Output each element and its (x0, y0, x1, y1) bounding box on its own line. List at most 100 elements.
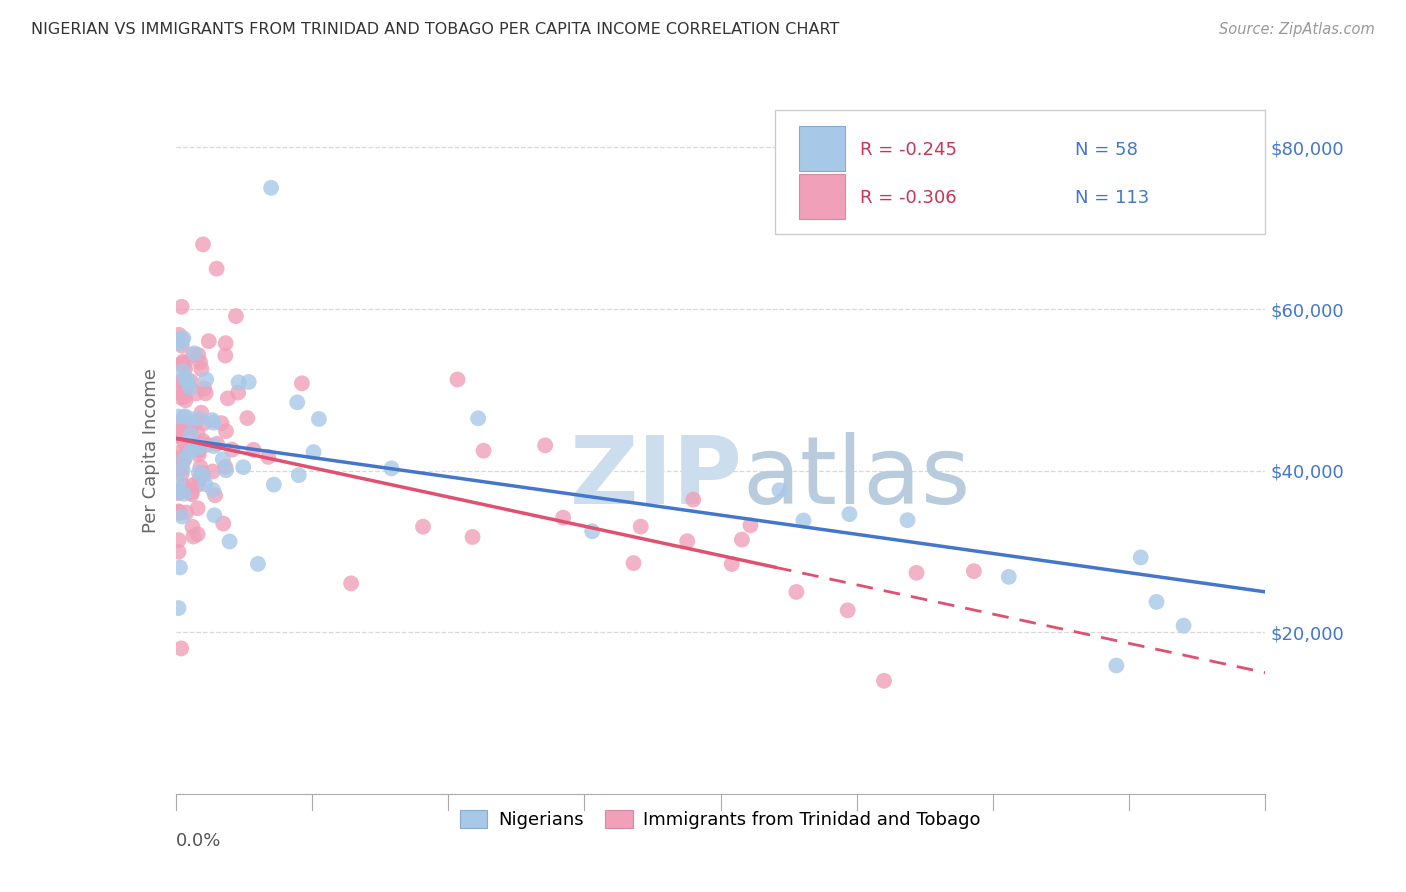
Point (179, 420, 201, 434)
Point (190, 460, 212, 475)
Point (172, 462, 194, 476)
Point (467, 411, 489, 425)
Text: ZIP: ZIP (569, 432, 742, 524)
Point (340, 576, 363, 591)
Point (181, 348, 204, 362)
Point (204, 508, 226, 523)
Text: atlas: atlas (742, 432, 970, 524)
Point (212, 516, 235, 531)
Point (412, 519, 434, 533)
Point (472, 443, 495, 458)
Point (302, 445, 325, 459)
Point (214, 336, 236, 351)
Point (226, 385, 249, 400)
Point (167, 415, 190, 429)
Point (896, 513, 918, 527)
Point (187, 501, 209, 516)
Point (205, 261, 228, 276)
Point (177, 374, 200, 388)
Point (179, 381, 201, 395)
Point (193, 468, 215, 483)
Point (180, 485, 202, 500)
Point (184, 437, 207, 451)
Point (1129, 550, 1152, 565)
Text: R = -0.245: R = -0.245 (860, 141, 957, 160)
Point (215, 463, 238, 477)
Point (204, 488, 226, 502)
Point (167, 429, 190, 443)
Point (260, 181, 283, 195)
Point (197, 334, 219, 348)
Point (174, 420, 197, 434)
Point (172, 331, 194, 345)
Point (838, 507, 860, 521)
Point (193, 416, 215, 430)
Point (173, 452, 195, 467)
Point (202, 439, 225, 453)
Point (172, 354, 194, 368)
Point (172, 374, 194, 388)
Point (188, 472, 211, 486)
Point (170, 339, 193, 353)
Point (553, 510, 575, 524)
Text: N = 113: N = 113 (1074, 189, 1149, 207)
Point (167, 450, 190, 465)
Point (167, 427, 190, 442)
Point (187, 477, 209, 491)
Point (257, 450, 280, 464)
Point (173, 452, 195, 467)
Point (221, 442, 243, 457)
Point (167, 505, 190, 519)
Point (172, 364, 194, 378)
Point (236, 411, 259, 425)
Point (287, 468, 309, 483)
Point (205, 436, 228, 450)
Point (174, 372, 197, 386)
Point (173, 479, 195, 493)
Point (181, 478, 204, 492)
Point (180, 412, 202, 426)
Point (837, 603, 859, 617)
Point (187, 425, 209, 440)
Point (170, 391, 193, 405)
Point (214, 460, 236, 475)
Point (167, 483, 190, 498)
Point (173, 389, 195, 403)
Point (785, 585, 807, 599)
Point (263, 477, 285, 491)
Point (225, 309, 247, 323)
Point (1146, 595, 1168, 609)
Point (211, 416, 233, 430)
Point (169, 462, 191, 476)
Point (187, 448, 209, 462)
Point (188, 442, 211, 457)
Point (170, 336, 193, 351)
Point (167, 475, 190, 490)
Point (167, 409, 190, 424)
Point (179, 445, 201, 459)
Point (963, 564, 986, 578)
Text: R = -0.306: R = -0.306 (860, 189, 956, 207)
Point (181, 520, 204, 534)
Point (202, 416, 225, 430)
Point (380, 461, 402, 475)
Point (186, 386, 208, 401)
Point (193, 382, 215, 396)
Point (238, 375, 260, 389)
Point (792, 514, 814, 528)
Point (194, 386, 217, 401)
Text: 0.0%: 0.0% (176, 831, 221, 850)
Legend: Nigerians, Immigrants from Trinidad and Tobago: Nigerians, Immigrants from Trinidad and … (453, 803, 988, 837)
Point (187, 443, 209, 458)
Point (190, 362, 212, 376)
Point (446, 372, 468, 386)
Point (170, 641, 193, 656)
Point (228, 376, 250, 390)
Point (190, 406, 212, 420)
Point (195, 373, 218, 387)
Bar (799, 174, 845, 219)
Point (291, 376, 314, 391)
Point (173, 409, 195, 424)
Point (997, 570, 1019, 584)
Point (184, 415, 207, 429)
